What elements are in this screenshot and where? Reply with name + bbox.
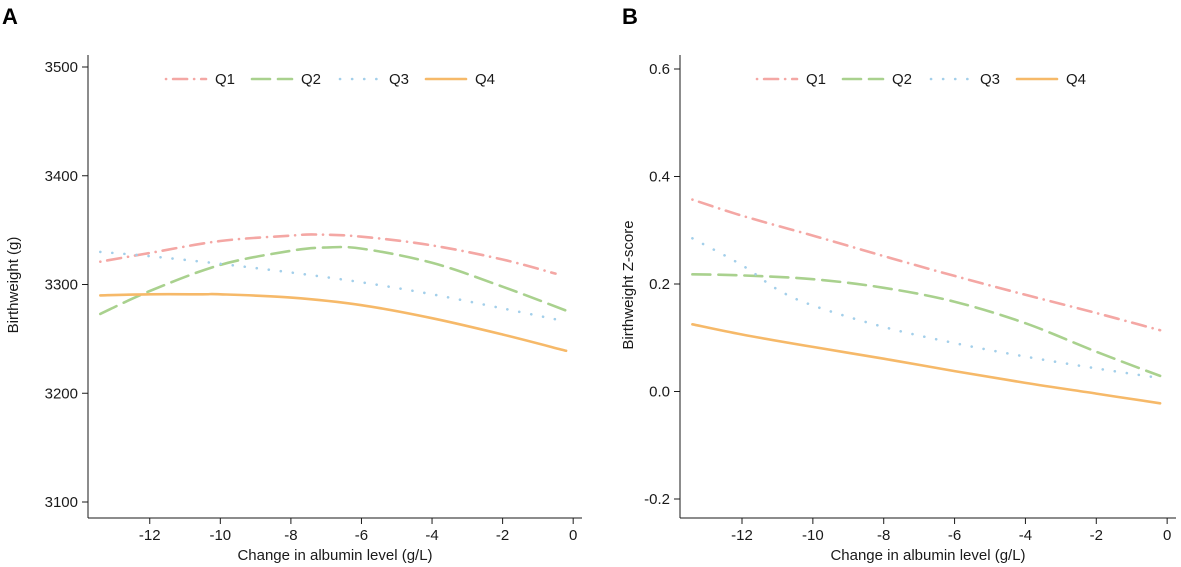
panel-b-x-ticks: -12 -10 -8 -6 -4 -2 0 xyxy=(731,518,1171,544)
panel-b-y-tick-label: 0.4 xyxy=(649,169,670,186)
panel-label-a: A xyxy=(2,4,18,29)
panel-a-y-ticks: 3100 3200 3300 3400 3500 xyxy=(45,59,88,511)
panel-b-y-tick-label: 0.0 xyxy=(649,384,670,401)
panel-a-y-tick-label: 3400 xyxy=(45,168,78,185)
panel-b-x-tick-label: -12 xyxy=(731,527,753,544)
panel-a: A -12 -10 -8 -6 -4 -2 0 31 xyxy=(2,4,582,564)
panel-b-series-q3-line xyxy=(691,237,1162,380)
panel-a-y-tick-label: 3200 xyxy=(45,385,78,402)
panel-a-x-tick-label: -8 xyxy=(284,527,297,544)
panel-a-legend-label-q1: Q1 xyxy=(215,71,235,88)
panel-b-x-tick-label: -4 xyxy=(1019,527,1032,544)
panel-b-x-tick-label: -6 xyxy=(948,527,961,544)
panel-a-y-tick-label: 3100 xyxy=(45,494,78,511)
panel-a-series xyxy=(99,233,568,353)
panel-b-legend-label-q4: Q4 xyxy=(1066,71,1086,88)
panel-a-series-q2-line xyxy=(99,245,568,316)
panel-a-legend-label-q2: Q2 xyxy=(301,71,321,88)
panel-b-legend-label-q3: Q3 xyxy=(980,71,1000,88)
panel-a-x-tick-label: -2 xyxy=(496,527,509,544)
panel-b: B -12 -10 -8 -6 -4 -2 0 -0 xyxy=(620,4,1176,564)
panel-a-x-tick-label: 0 xyxy=(569,527,577,544)
panel-a-x-axis-title: Change in albumin level (g/L) xyxy=(237,547,432,564)
panel-b-legend-label-q2: Q2 xyxy=(892,71,912,88)
panel-b-x-tick-label: -8 xyxy=(877,527,890,544)
panel-b-series-q2-line xyxy=(691,273,1162,378)
panel-a-x-ticks: -12 -10 -8 -6 -4 -2 0 xyxy=(139,518,577,544)
panel-b-x-tick-label: -2 xyxy=(1090,527,1103,544)
panel-a-series-q3-line xyxy=(99,250,568,323)
panel-a-y-tick-label: 3300 xyxy=(45,277,78,294)
panel-a-y-axis-title: Birthweight (g) xyxy=(5,237,22,334)
panel-a-legend-label-q4: Q4 xyxy=(475,71,495,88)
panel-a-x-tick-label: -4 xyxy=(425,527,438,544)
panel-b-series-q1-line xyxy=(691,198,1162,332)
panel-b-x-tick-label: 0 xyxy=(1163,527,1171,544)
panel-b-y-tick-label: 0.6 xyxy=(649,61,670,78)
panel-b-x-axis-title: Change in albumin level (g/L) xyxy=(830,547,1025,564)
panel-b-y-tick-label: -0.2 xyxy=(644,491,670,508)
panel-a-y-tick-label: 3500 xyxy=(45,59,78,76)
panel-b-series xyxy=(691,198,1162,405)
panel-b-series-q4-line xyxy=(691,323,1162,405)
panel-b-y-axis-title: Birthweight Z-score xyxy=(620,220,637,349)
panel-a-x-tick-label: -12 xyxy=(139,527,161,544)
panel-a-legend: Q1 Q2 Q3 Q4 xyxy=(164,71,495,88)
panel-a-x-tick-label: -6 xyxy=(355,527,368,544)
panel-b-legend-label-q1: Q1 xyxy=(806,71,826,88)
panel-a-series-q4-line xyxy=(99,292,568,353)
panel-b-y-ticks: -0.2 0.0 0.2 0.4 0.6 xyxy=(644,61,680,508)
panel-label-b: B xyxy=(622,4,638,29)
panel-b-x-tick-label: -10 xyxy=(802,527,824,544)
panel-a-x-tick-label: -10 xyxy=(209,527,231,544)
panel-b-y-tick-label: 0.2 xyxy=(649,276,670,293)
panel-a-series-q1-line xyxy=(99,233,557,275)
panel-a-axes xyxy=(87,55,582,519)
panel-b-legend: Q1 Q2 Q3 Q4 xyxy=(755,71,1086,88)
panel-b-axes xyxy=(679,55,1176,519)
panel-a-legend-label-q3: Q3 xyxy=(389,71,409,88)
